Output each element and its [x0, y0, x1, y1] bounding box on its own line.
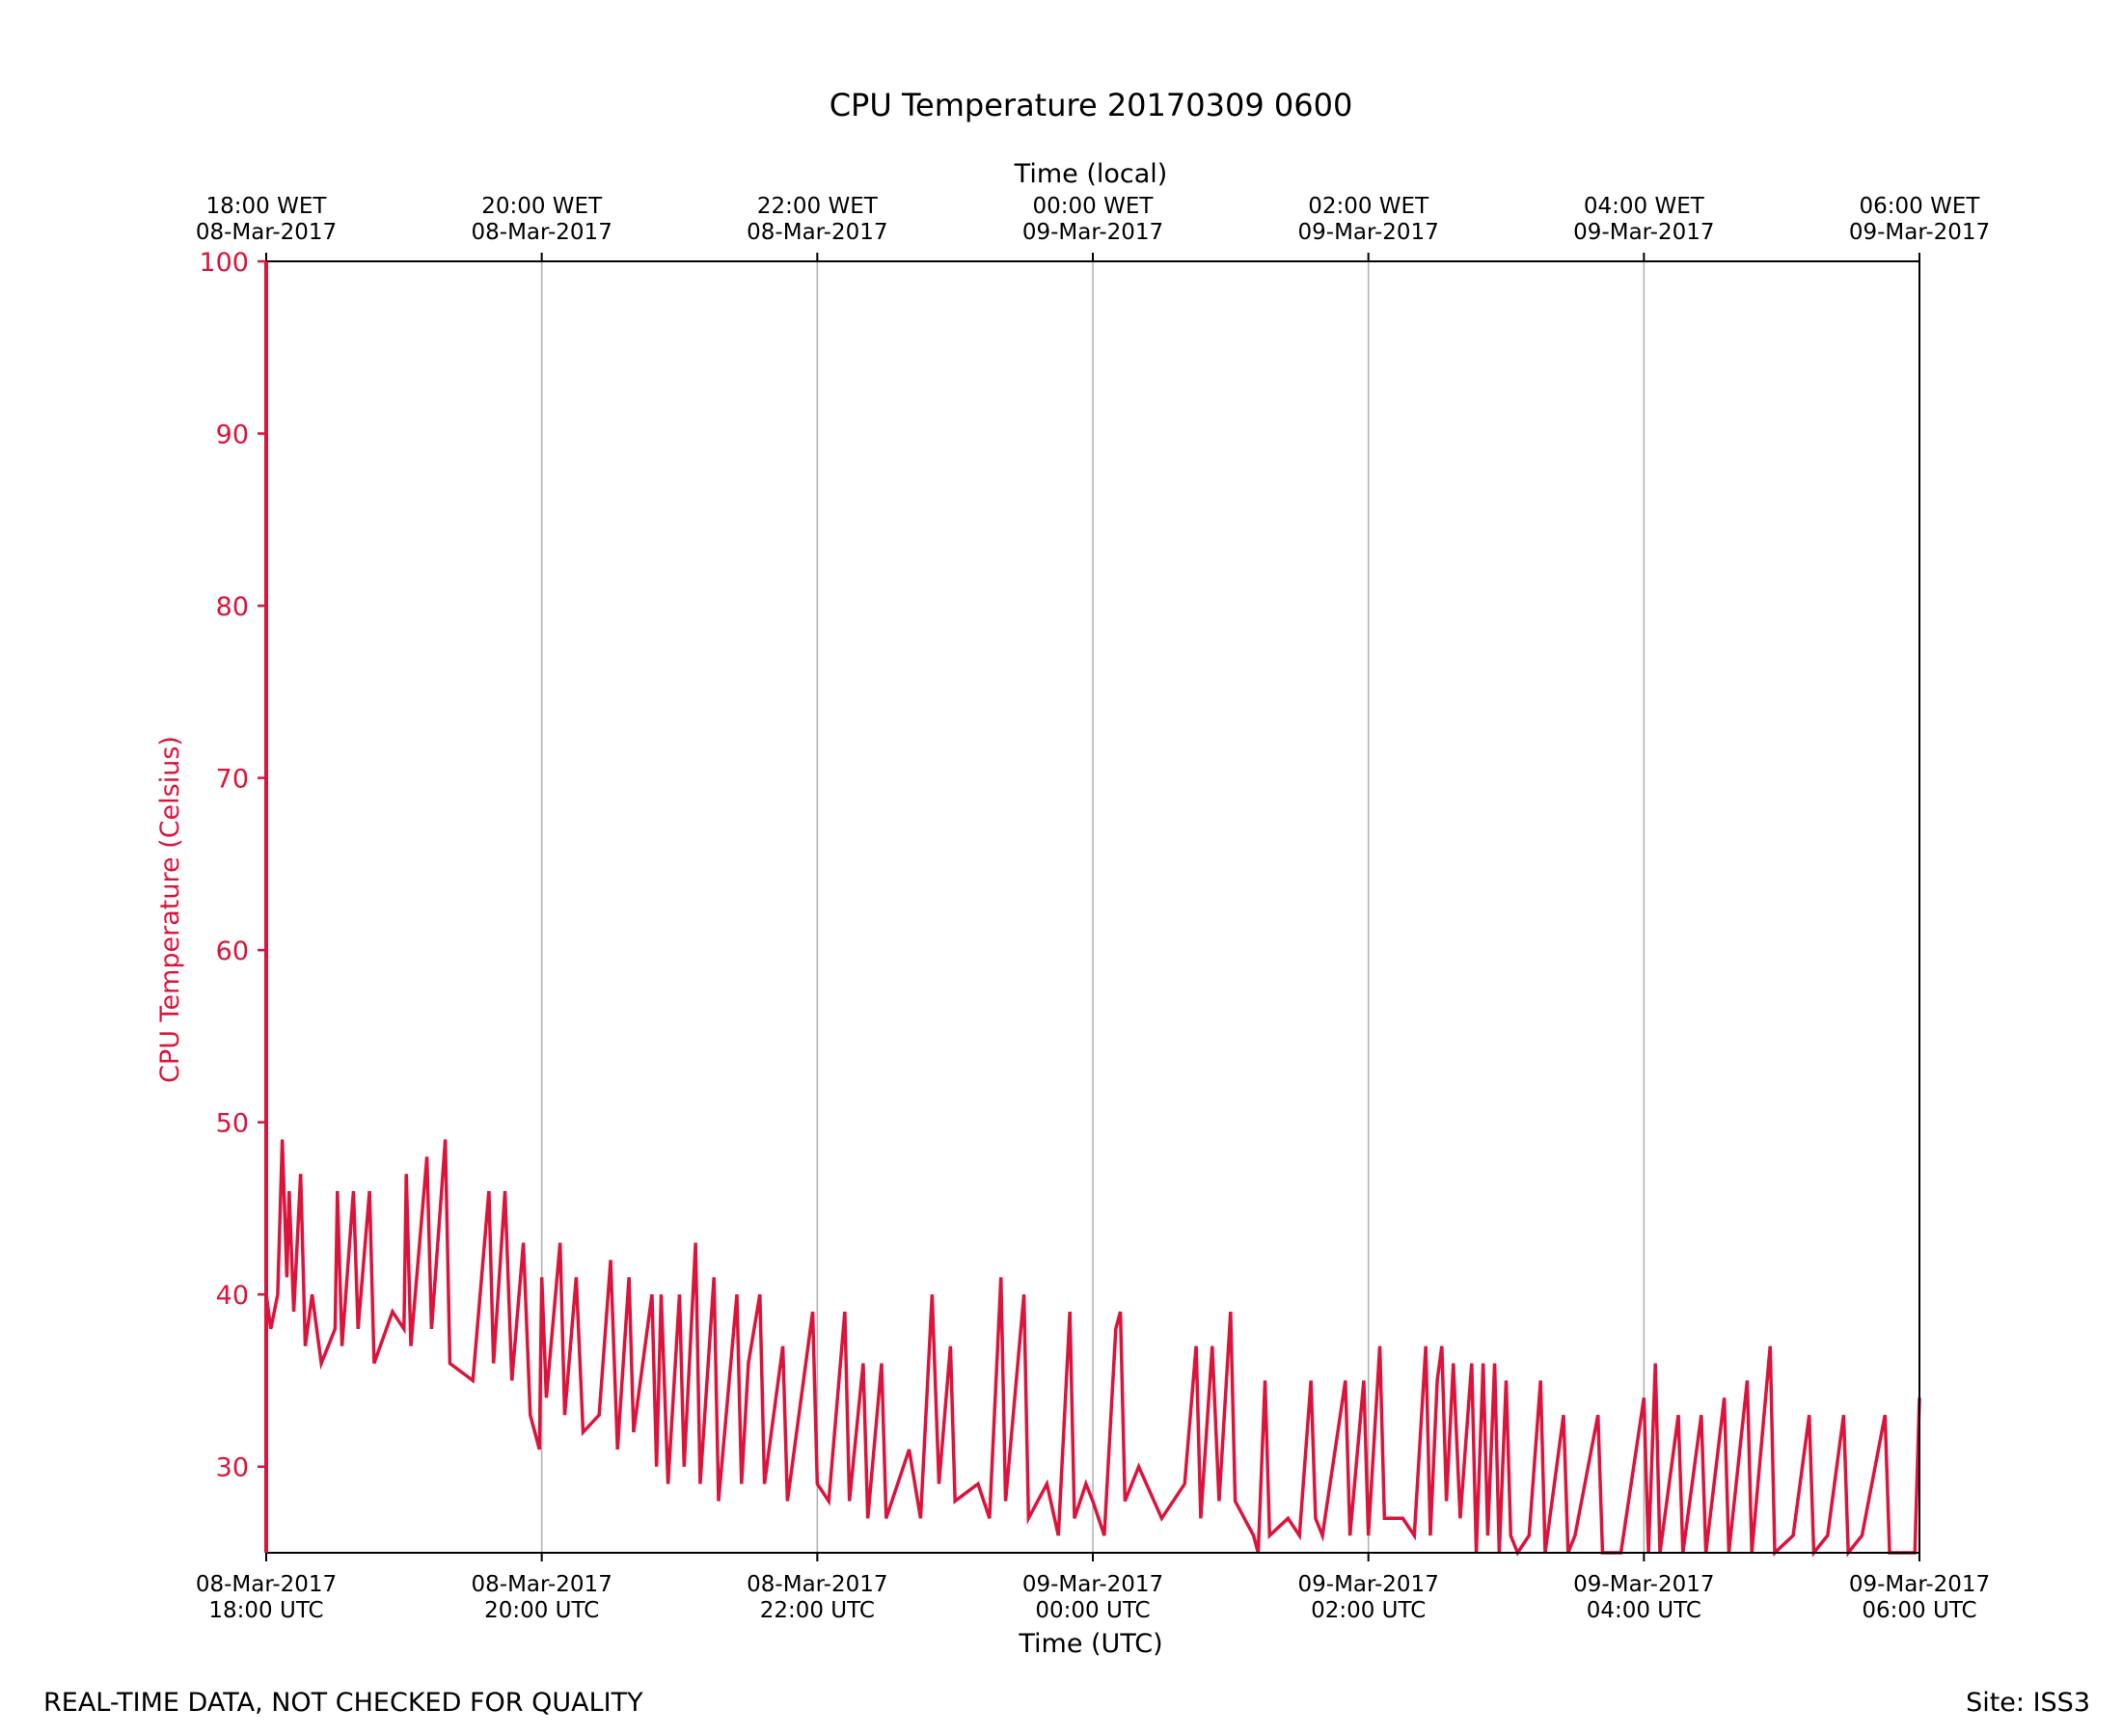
x2-tick-label: 09-Mar-2017 [1849, 220, 1990, 245]
x-tick-label: 09-Mar-2017 [1022, 1572, 1163, 1597]
x-tick-label: 09-Mar-2017 [1573, 1572, 1714, 1597]
x2-tick-label: 09-Mar-2017 [1022, 220, 1163, 245]
x-tick-label: 08-Mar-2017 [747, 1572, 887, 1597]
y-tick-label: 80 [216, 592, 249, 622]
x-axis-label: Time (UTC) [1018, 1629, 1162, 1659]
x2-tick-label: 22:00 WET [757, 194, 879, 219]
chart-title: CPU Temperature 20170309 0600 [830, 87, 1353, 123]
x-tick-label: 18:00 UTC [208, 1598, 323, 1623]
x2-axis-label: Time (local) [1014, 159, 1168, 189]
x2-tick-label: 00:00 WET [1033, 194, 1155, 219]
x-tick-label: 08-Mar-2017 [472, 1572, 612, 1597]
y-tick-label: 30 [216, 1453, 249, 1483]
x2-tick-label: 08-Mar-2017 [747, 220, 887, 245]
x2-tick-label: 02:00 WET [1308, 194, 1429, 219]
x2-tick-label: 18:00 WET [206, 194, 328, 219]
x-tick-label: 09-Mar-2017 [1849, 1572, 1990, 1597]
x-tick-label: 00:00 UTC [1035, 1598, 1150, 1623]
x2-tick-label: 09-Mar-2017 [1573, 220, 1714, 245]
y-tick-label: 40 [216, 1281, 249, 1311]
x2-tick-label: 08-Mar-2017 [196, 220, 337, 245]
y-tick-label: 100 [199, 248, 249, 278]
y-tick-label: 90 [216, 420, 249, 450]
x-tick-label: 09-Mar-2017 [1298, 1572, 1439, 1597]
y-ticks: 30 40 50 60 70 80 90 100 [199, 248, 266, 1483]
footer-site: Site: ISS3 [1966, 1688, 2090, 1718]
x-tick-label: 22:00 UTC [760, 1598, 875, 1623]
footer-disclaimer: REAL-TIME DATA, NOT CHECKED FOR QUALITY [43, 1688, 643, 1718]
x2-tick-label: 20:00 WET [481, 194, 603, 219]
series-group [264, 261, 1921, 1558]
series-line-0 [264, 261, 1921, 1558]
x-tick-label: 20:00 UTC [484, 1598, 599, 1623]
x-tick-label: 02:00 UTC [1311, 1598, 1426, 1623]
x-tick-label: 06:00 UTC [1862, 1598, 1976, 1623]
x-tick-label: 08-Mar-2017 [196, 1572, 337, 1597]
x2-tick-label: 08-Mar-2017 [472, 220, 612, 245]
x-tick-label: 04:00 UTC [1587, 1598, 1701, 1623]
x2-tick-label: 09-Mar-2017 [1298, 220, 1439, 245]
y-tick-label: 70 [216, 765, 249, 795]
y-axis-label: CPU Temperature (Celsius) [155, 736, 185, 1083]
y-tick-label: 60 [216, 936, 249, 966]
y-tick-label: 50 [216, 1109, 249, 1139]
x2-tick-label: 06:00 WET [1860, 194, 1981, 219]
x2-tick-label: 04:00 WET [1584, 194, 1705, 219]
